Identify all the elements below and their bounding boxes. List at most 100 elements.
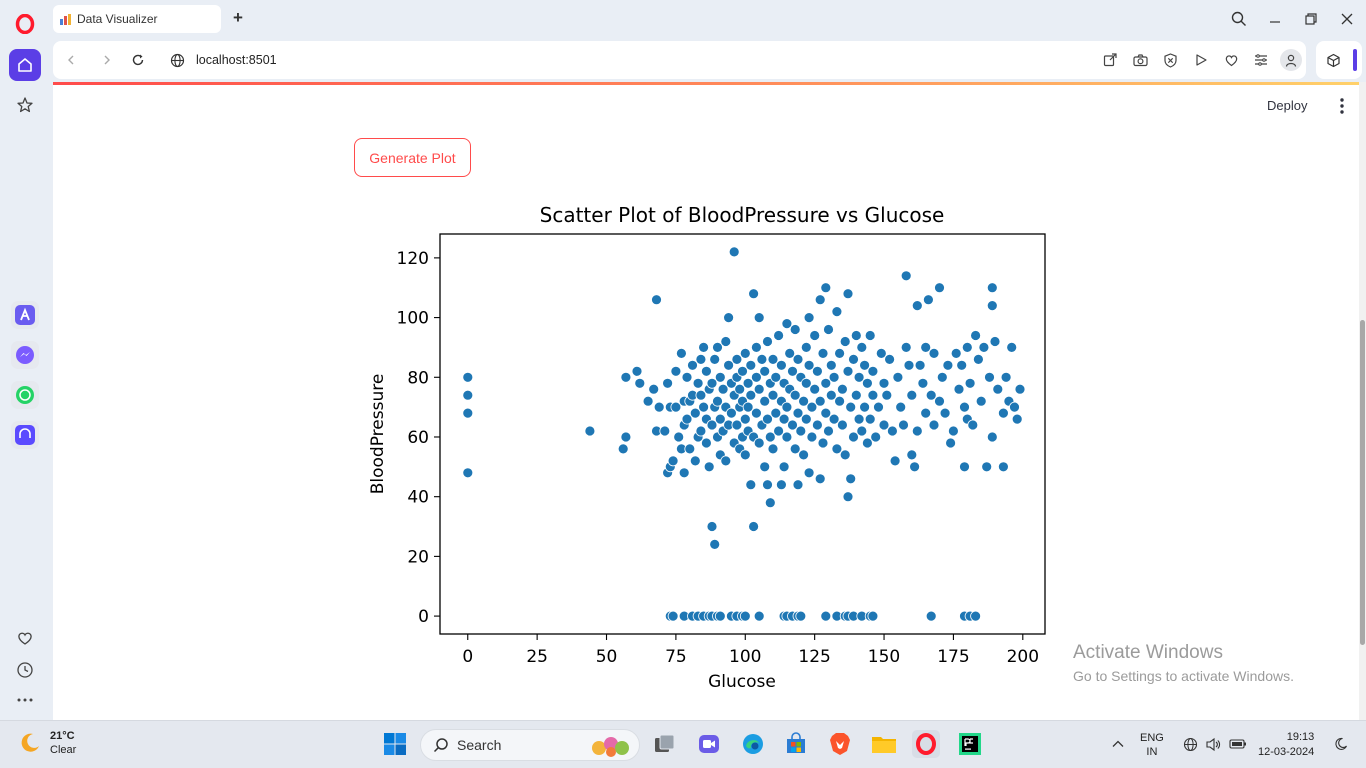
input-language[interactable]: ENG IN [1140, 721, 1164, 768]
url-input[interactable]: localhost:8501 [196, 53, 277, 67]
messenger-icon[interactable] [11, 341, 39, 369]
scatter-point [853, 413, 865, 425]
scatter-points [462, 246, 1026, 622]
scatter-point [748, 521, 760, 532]
battery-icon[interactable] [1227, 730, 1249, 758]
player-icon[interactable] [1191, 50, 1211, 70]
scatter-point [909, 461, 920, 473]
scatter-point [884, 353, 895, 365]
scatter-point [992, 383, 1004, 395]
generate-plot-button[interactable]: Generate Plot [354, 138, 471, 177]
scatter-point [798, 395, 810, 407]
file-explorer-icon[interactable] [870, 730, 898, 758]
profile-icon[interactable] [1280, 49, 1302, 71]
music-player-icon[interactable] [11, 421, 39, 449]
network-globe-icon[interactable] [1180, 730, 1200, 758]
scatter-point [778, 461, 790, 473]
scatter-point [648, 383, 660, 395]
edge-browser-icon[interactable] [739, 730, 767, 758]
scatter-point [695, 353, 707, 365]
scatter-point [814, 294, 826, 306]
scatter-point [773, 330, 785, 341]
search-tabs-icon[interactable] [1227, 8, 1251, 30]
tab-title: Data Visualizer [77, 12, 158, 26]
camera-icon[interactable] [1130, 50, 1150, 70]
scatter-point [634, 377, 646, 389]
scatter-point [900, 270, 912, 282]
back-icon[interactable] [61, 50, 81, 70]
scatter-point [714, 413, 726, 425]
volume-icon[interactable] [1203, 730, 1223, 758]
easy-setup-icon[interactable] [1251, 50, 1271, 70]
share-icon[interactable] [1100, 50, 1120, 70]
restore-icon[interactable] [1299, 8, 1323, 30]
scatter-point [1006, 341, 1018, 353]
scatter-point [737, 365, 748, 377]
scatter-point [734, 383, 746, 395]
notifications-moon-icon[interactable] [1330, 730, 1352, 758]
scatter-point [750, 341, 762, 353]
scatter-point [945, 437, 956, 449]
scatter-point [820, 407, 832, 419]
scatter-point [809, 383, 821, 395]
reload-icon[interactable] [128, 50, 148, 70]
scatter-point [839, 449, 851, 461]
taskbar-search-box[interactable]: Search [420, 729, 640, 761]
aria-app-icon[interactable] [11, 301, 39, 329]
scatter-point [720, 336, 732, 347]
scrollbar-thumb[interactable] [1360, 320, 1365, 645]
opera-taskbar-icon[interactable] [912, 730, 940, 758]
scatter-point [898, 419, 909, 431]
tray-chevron-up-icon[interactable] [1107, 730, 1129, 758]
search-label: Search [457, 737, 502, 753]
scatter-point [667, 610, 679, 622]
history-clock-icon[interactable] [9, 654, 41, 686]
teams-meet-icon[interactable] [695, 730, 723, 758]
scatter-point [895, 401, 907, 413]
scatter-point [775, 359, 787, 371]
task-view-icon[interactable] [651, 730, 679, 758]
moon-icon [21, 733, 39, 752]
sidebar-toggle-bar[interactable] [1353, 49, 1357, 71]
extensions-cube-icon[interactable] [1323, 50, 1343, 70]
windows-start-icon[interactable] [381, 730, 409, 758]
speed-dial-star-icon[interactable] [9, 89, 41, 121]
browser-tab[interactable]: Data Visualizer [53, 5, 221, 33]
scatter-point [778, 413, 790, 425]
opera-logo-icon[interactable] [9, 8, 41, 40]
new-tab-plus-icon[interactable]: + [233, 8, 243, 27]
plot-frame [439, 233, 1046, 635]
scatter-point [978, 341, 990, 353]
scatter-point [753, 312, 765, 323]
scatter-point [803, 359, 815, 371]
main-menu-kebab-icon[interactable] [1335, 97, 1349, 115]
bookmark-heart-icon[interactable] [1221, 50, 1241, 70]
whatsapp-icon[interactable] [11, 381, 39, 409]
scatter-point [767, 443, 779, 455]
system-clock[interactable]: 19:13 12-03-2024 [1258, 721, 1314, 768]
adblock-shield-icon[interactable] [1160, 50, 1180, 70]
scatter-point [684, 443, 696, 455]
scatter-point [795, 610, 807, 622]
chart-title: Scatter Plot of BloodPressure vs Glucose [540, 203, 945, 227]
close-window-icon[interactable] [1335, 8, 1359, 30]
weather-widget[interactable]: 21°C Clear [18, 729, 76, 757]
scatter-point [709, 353, 721, 365]
scatter-point [700, 437, 712, 449]
minimize-icon[interactable] [1263, 8, 1287, 30]
home-icon[interactable] [9, 49, 41, 81]
x-tick-label: 150 [868, 647, 900, 667]
pycharm-icon[interactable] [956, 730, 984, 758]
brave-browser-icon[interactable] [826, 730, 854, 758]
heart-icon[interactable] [9, 622, 41, 654]
deploy-button[interactable]: Deploy [1267, 98, 1308, 113]
scatter-point [823, 425, 834, 437]
microsoft-store-icon[interactable] [782, 730, 810, 758]
more-dots-icon[interactable] [9, 684, 41, 716]
scatter-point [675, 347, 687, 359]
scatter-point [695, 425, 707, 437]
forward-icon[interactable] [97, 50, 117, 70]
y-axis-ticks: 0 20 40 60 80 100 120 [397, 249, 440, 627]
activate-windows-watermark: Activate Windows Go to Settings to activ… [1073, 642, 1294, 684]
browser-sidebar [0, 0, 50, 720]
